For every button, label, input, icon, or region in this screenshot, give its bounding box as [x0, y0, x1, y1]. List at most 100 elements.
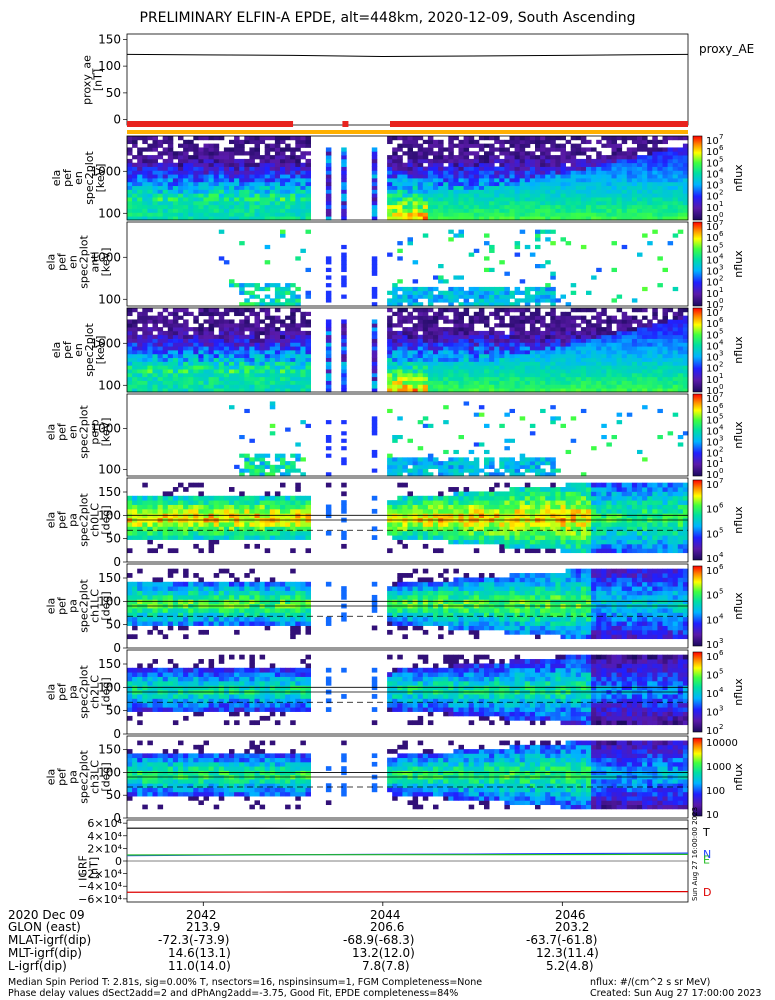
spec-para-cell — [183, 350, 189, 355]
spec-para-cell — [223, 350, 230, 355]
spec-perp-cell — [259, 464, 266, 469]
spec-para-cell — [371, 330, 378, 336]
spec-anti-cell — [305, 229, 311, 234]
spec-omni-cell — [443, 189, 449, 194]
spec-omni-cell — [626, 155, 633, 160]
spec-omni-cell — [611, 200, 617, 206]
spec-para-cell — [183, 311, 189, 317]
spec-omni-cell — [647, 212, 653, 217]
spec-anti-cell — [427, 302, 434, 307]
spec-para-cell — [468, 357, 475, 362]
spec-para-cell — [529, 380, 536, 385]
spec-omni-cell — [601, 136, 607, 141]
spec-anti-cell — [234, 283, 240, 288]
spec-para-cell — [412, 357, 419, 362]
spec-para-cell — [484, 357, 490, 362]
spec-omni-cell — [626, 166, 633, 171]
spec-omni-cell — [519, 189, 526, 194]
spec-omni-cell — [443, 178, 449, 183]
spec-para-cell — [183, 334, 189, 339]
spec-para-cell — [183, 365, 189, 370]
spec-para-cell — [229, 365, 235, 370]
spec-perp-cell — [468, 468, 475, 473]
spec-omni-cell — [183, 170, 189, 175]
spec-perp-cell — [387, 464, 393, 469]
spec-omni-cell — [234, 208, 240, 213]
spec-omni-cell — [341, 181, 347, 187]
spec-para-cell — [647, 380, 653, 385]
spec-anti-cell — [499, 298, 505, 303]
spec-para-cell — [254, 380, 260, 385]
spec-omni-cell — [657, 158, 663, 164]
spec-para-cell — [239, 353, 245, 359]
spec-omni-cell — [657, 174, 663, 179]
spec-para-cell — [264, 330, 271, 336]
pa-ch0-cell — [254, 495, 260, 501]
spec-para-cell — [626, 388, 633, 393]
pa-ch0-cell — [132, 495, 138, 501]
spec-omni-cell — [290, 216, 296, 221]
spec-para-cell — [647, 334, 653, 339]
spec-omni-cell — [269, 158, 276, 164]
spec-anti-cell — [514, 244, 521, 250]
spec-perp-cell — [407, 461, 413, 466]
spec-para-cell — [162, 372, 169, 378]
spec-omni-cell — [402, 216, 408, 221]
spec-para-cell — [672, 342, 679, 347]
spec-perp-cbar-exp: 0 — [719, 467, 723, 475]
spec-omni-cell — [580, 200, 587, 206]
spec-omni-cell — [213, 216, 220, 221]
spec-para-cell — [162, 338, 169, 343]
spec-para-cell — [249, 334, 255, 339]
spec-para-cell — [637, 365, 643, 370]
spec-para-cell — [473, 330, 480, 336]
spec-para-cell — [325, 346, 332, 351]
spec-anti-cell — [453, 233, 459, 238]
spec-perp-cell — [499, 464, 505, 469]
spec-anti-cell — [448, 229, 454, 234]
spec-omni-cell — [152, 212, 158, 217]
spec-anti-cell — [387, 302, 393, 307]
spec-omni-cell — [611, 166, 617, 171]
spec-omni-cell — [234, 158, 240, 164]
spec-omni-cell — [621, 151, 628, 156]
spec-omni-cell — [417, 158, 424, 164]
spec-omni-cell — [407, 162, 413, 167]
spec-para-cell — [234, 376, 240, 381]
spec-perp-cell — [478, 468, 485, 473]
spec-para-cell — [540, 323, 546, 328]
spec-omni-cell — [519, 200, 526, 206]
spec-para-cell — [575, 365, 582, 370]
spec-omni-cell — [269, 197, 276, 202]
spec-perp-cell — [234, 464, 240, 469]
spec-anti-cell — [274, 298, 281, 303]
spec-omni-cell — [565, 208, 572, 213]
spec-omni-cell — [601, 170, 607, 175]
spec-omni-cbar-exp: 4 — [719, 166, 724, 174]
pa-ch0-cell — [167, 508, 174, 514]
spec-anti-cell — [325, 267, 332, 273]
spec-para-cell — [529, 350, 536, 355]
spec-para-cell — [575, 346, 582, 351]
pa-ch0-cell — [127, 548, 133, 554]
spec-para-cell — [621, 372, 628, 378]
spec-omni-cell — [249, 216, 255, 221]
spec-omni-cell — [254, 185, 260, 190]
spec-perp-cell — [540, 461, 546, 466]
spec-omni-cell — [453, 193, 459, 198]
spec-omni-cell — [274, 162, 281, 167]
spec-omni-cell — [458, 212, 464, 217]
spec-anti-cell — [341, 264, 347, 269]
spec-perp-cbar-exp: 5 — [719, 413, 723, 421]
spec-perp-cell — [269, 464, 276, 469]
spec-omni-cell — [621, 174, 628, 179]
spec-omni-cell — [514, 147, 521, 152]
spec-perp-cell — [397, 468, 403, 473]
spec-omni-cell — [504, 208, 510, 213]
spec-omni-cell — [280, 189, 286, 194]
spec-omni-cell — [570, 143, 577, 148]
spec-omni-cell — [208, 185, 215, 190]
spec-para-cell — [264, 311, 271, 317]
spec-para-cell — [601, 369, 607, 374]
